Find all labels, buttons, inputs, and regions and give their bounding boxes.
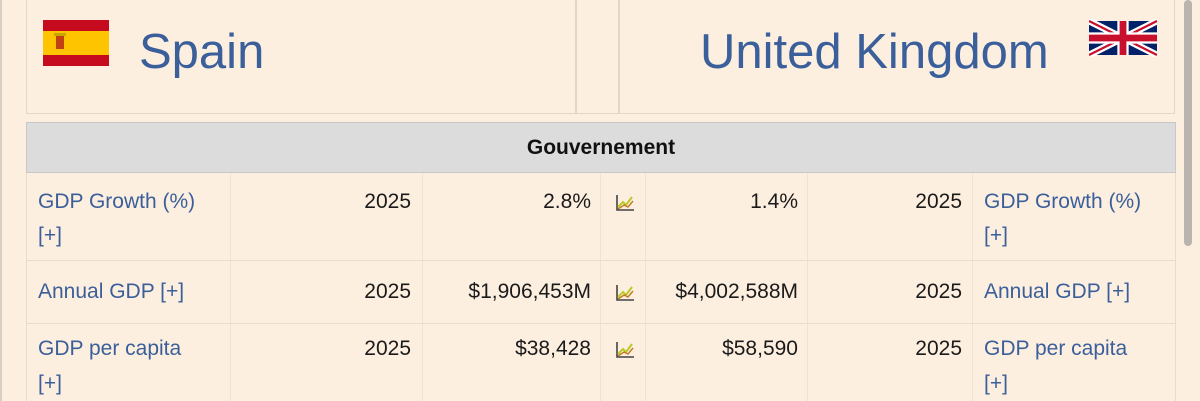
right-label-cell: GDP per capita [+] [973, 324, 1177, 401]
line-chart-icon[interactable] [615, 284, 635, 302]
line-chart-icon[interactable] [615, 194, 635, 212]
right-label-link[interactable]: GDP per capita [984, 337, 1128, 360]
left-value-cell: $38,428 [423, 324, 601, 401]
chart-cell [601, 261, 646, 323]
left-label-cell: GDP per capita [+] [27, 324, 231, 401]
scrollbar-thumb[interactable] [1184, 0, 1192, 246]
line-chart-icon[interactable] [615, 341, 635, 359]
right-country-header [619, 0, 1175, 114]
right-expand-link[interactable]: [+] [984, 224, 1008, 247]
left-value: $38,428 [515, 337, 591, 360]
right-label-cell: Annual GDP [+] [973, 261, 1177, 323]
table-row: GDP Growth (%) [+] 2025 2.8% 1.4% 2025 G… [26, 173, 1176, 261]
spain-flag-icon [43, 20, 109, 66]
right-year: 2025 [915, 190, 962, 213]
left-year-cell: 2025 [231, 324, 423, 401]
right-label-cell: GDP Growth (%) [+] [973, 173, 1177, 260]
right-expand-link[interactable]: [+] [984, 372, 1008, 395]
page-left-border [0, 0, 2, 401]
right-value: 1.4% [750, 190, 798, 213]
right-value: $4,002,588M [675, 280, 798, 303]
left-value: $1,906,453M [468, 280, 591, 303]
right-value-cell: $4,002,588M [646, 261, 808, 323]
right-value-cell: 1.4% [646, 173, 808, 260]
header-spacer [576, 0, 619, 114]
left-label-link[interactable]: GDP per capita [38, 337, 182, 360]
right-value-cell: $58,590 [646, 324, 808, 401]
left-label-cell: GDP Growth (%) [+] [27, 173, 231, 260]
left-year: 2025 [364, 280, 411, 303]
right-country-name[interactable]: United Kingdom [700, 25, 1049, 79]
right-year-cell: 2025 [808, 261, 973, 323]
uk-flag-icon [1089, 19, 1157, 57]
chart-cell [601, 173, 646, 260]
left-country-header [26, 0, 576, 114]
left-value-cell: 2.8% [423, 173, 601, 260]
left-year-cell: 2025 [231, 261, 423, 323]
left-value-cell: $1,906,453M [423, 261, 601, 323]
chart-cell [601, 324, 646, 401]
left-label-link[interactable]: GDP Growth (%) [38, 190, 196, 213]
right-value: $58,590 [722, 337, 798, 360]
left-expand-link[interactable]: [+] [38, 372, 62, 395]
right-year-cell: 2025 [808, 173, 973, 260]
table-row: GDP per capita [+] 2025 $38,428 $58,590 … [26, 324, 1176, 401]
section-header: Gouvernement [26, 122, 1176, 173]
section-title: Gouvernement [526, 135, 676, 159]
table-row: Annual GDP [+] 2025 $1,906,453M $4,002,5… [26, 261, 1176, 324]
right-year: 2025 [915, 280, 962, 303]
right-label-link[interactable]: GDP Growth (%) [984, 190, 1142, 213]
right-year-cell: 2025 [808, 324, 973, 401]
left-country-name[interactable]: Spain [139, 25, 265, 79]
right-label-link[interactable]: Annual GDP [+] [984, 280, 1131, 303]
left-value: 2.8% [543, 190, 591, 213]
left-year: 2025 [364, 190, 411, 213]
left-year: 2025 [364, 337, 411, 360]
right-year: 2025 [915, 337, 962, 360]
left-expand-link[interactable]: [+] [38, 224, 62, 247]
left-year-cell: 2025 [231, 173, 423, 260]
left-label-cell: Annual GDP [+] [27, 261, 231, 323]
left-label-link[interactable]: Annual GDP [+] [38, 280, 185, 303]
